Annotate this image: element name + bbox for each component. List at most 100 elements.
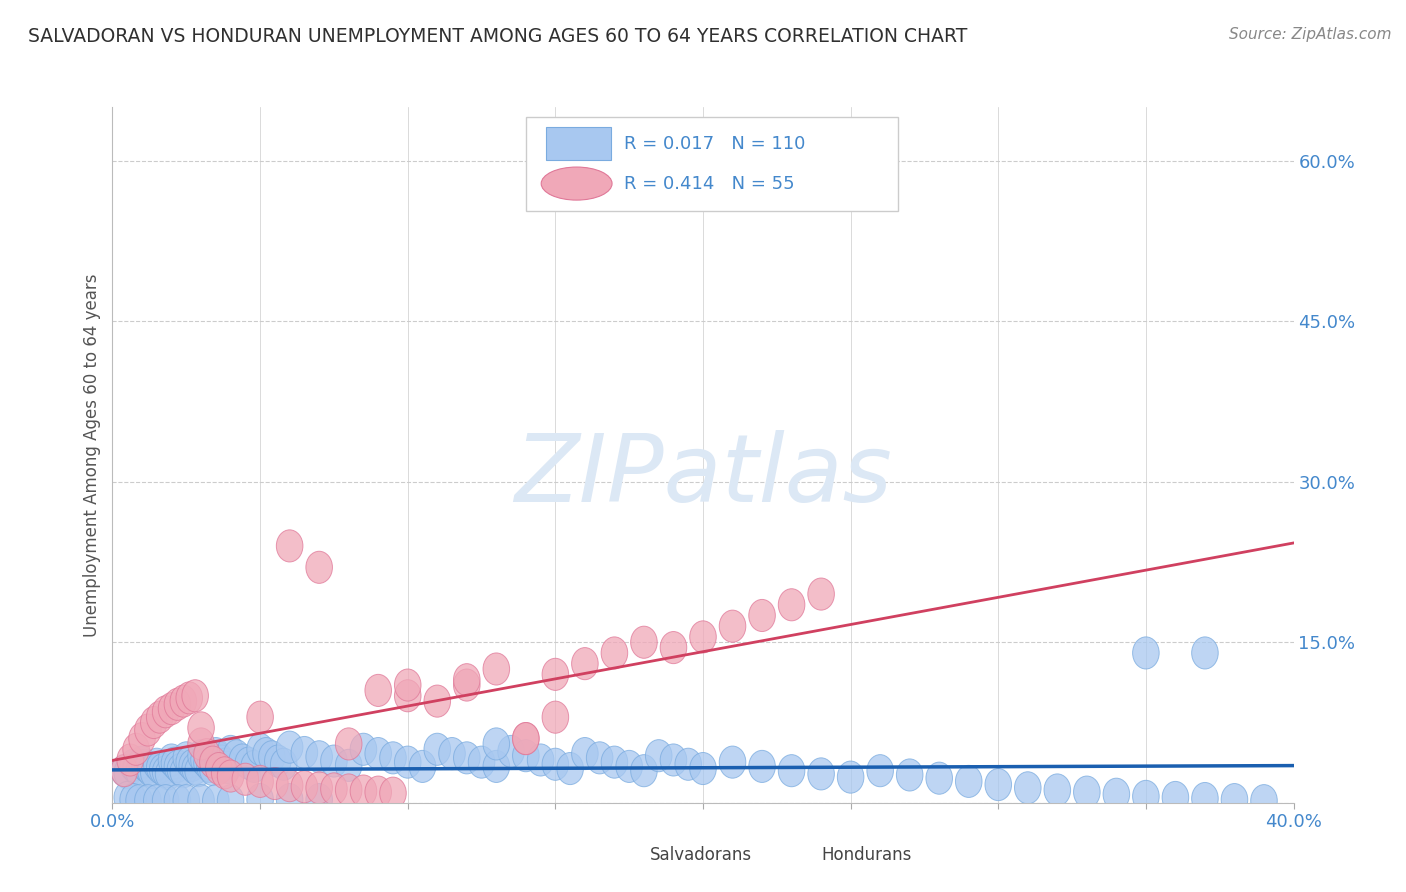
Ellipse shape [543, 748, 568, 780]
Ellipse shape [498, 735, 524, 767]
Ellipse shape [1163, 781, 1188, 814]
Ellipse shape [159, 692, 184, 724]
Ellipse shape [380, 742, 406, 774]
FancyBboxPatch shape [526, 118, 898, 211]
Ellipse shape [181, 753, 208, 785]
Ellipse shape [176, 681, 202, 714]
Ellipse shape [135, 714, 162, 746]
Ellipse shape [152, 756, 179, 788]
Ellipse shape [120, 749, 146, 781]
Ellipse shape [194, 739, 221, 771]
Ellipse shape [572, 738, 598, 770]
Ellipse shape [838, 761, 863, 793]
Ellipse shape [247, 765, 273, 797]
Ellipse shape [214, 751, 240, 783]
Ellipse shape [513, 723, 538, 755]
Ellipse shape [1192, 782, 1218, 814]
Ellipse shape [176, 746, 202, 778]
Ellipse shape [291, 771, 318, 803]
Ellipse shape [454, 742, 479, 774]
Ellipse shape [132, 749, 159, 781]
Ellipse shape [366, 738, 391, 770]
Ellipse shape [690, 753, 716, 785]
Ellipse shape [218, 760, 243, 792]
Text: Hondurans: Hondurans [821, 846, 911, 864]
Ellipse shape [122, 733, 149, 765]
Ellipse shape [146, 701, 173, 733]
Ellipse shape [179, 749, 205, 781]
Ellipse shape [336, 749, 361, 781]
Ellipse shape [395, 680, 420, 712]
Ellipse shape [1045, 774, 1070, 806]
Ellipse shape [808, 758, 834, 790]
Ellipse shape [661, 632, 686, 664]
Ellipse shape [307, 740, 332, 772]
Ellipse shape [690, 621, 716, 653]
Ellipse shape [200, 746, 226, 778]
Ellipse shape [229, 744, 256, 776]
Ellipse shape [143, 785, 170, 817]
Ellipse shape [197, 750, 224, 782]
Ellipse shape [152, 785, 179, 817]
Ellipse shape [586, 742, 613, 774]
Ellipse shape [208, 745, 235, 777]
Ellipse shape [277, 731, 302, 764]
Ellipse shape [350, 733, 377, 765]
Ellipse shape [543, 658, 568, 690]
Ellipse shape [366, 776, 391, 808]
Ellipse shape [247, 783, 273, 815]
Ellipse shape [170, 685, 197, 717]
Text: R = 0.017   N = 110: R = 0.017 N = 110 [624, 135, 806, 153]
Ellipse shape [468, 746, 495, 778]
Ellipse shape [143, 748, 170, 780]
Ellipse shape [557, 753, 583, 785]
Ellipse shape [211, 756, 238, 789]
Ellipse shape [1133, 780, 1159, 813]
Ellipse shape [513, 739, 538, 772]
Ellipse shape [135, 751, 162, 783]
Ellipse shape [572, 648, 598, 680]
Ellipse shape [350, 775, 377, 807]
Ellipse shape [218, 735, 243, 767]
Ellipse shape [188, 728, 214, 760]
Ellipse shape [395, 669, 420, 701]
Ellipse shape [307, 551, 332, 583]
Ellipse shape [366, 674, 391, 706]
Ellipse shape [162, 747, 188, 780]
Ellipse shape [173, 742, 200, 774]
Ellipse shape [897, 759, 922, 791]
Ellipse shape [188, 785, 214, 817]
Ellipse shape [454, 669, 479, 701]
Ellipse shape [188, 712, 214, 744]
Ellipse shape [808, 578, 834, 610]
Ellipse shape [165, 785, 191, 817]
Ellipse shape [1222, 783, 1247, 815]
Text: R = 0.414   N = 55: R = 0.414 N = 55 [624, 175, 794, 193]
Ellipse shape [1251, 785, 1277, 817]
Ellipse shape [165, 689, 191, 721]
Ellipse shape [117, 744, 143, 776]
Ellipse shape [152, 696, 179, 728]
Ellipse shape [146, 751, 173, 783]
Ellipse shape [122, 753, 149, 785]
Ellipse shape [513, 723, 538, 755]
Ellipse shape [321, 745, 347, 777]
Ellipse shape [149, 754, 176, 786]
Ellipse shape [135, 785, 162, 817]
Ellipse shape [1192, 637, 1218, 669]
Ellipse shape [277, 783, 302, 815]
Ellipse shape [543, 701, 568, 733]
Ellipse shape [787, 841, 808, 869]
Ellipse shape [262, 767, 288, 799]
Ellipse shape [235, 747, 262, 780]
Ellipse shape [645, 739, 672, 772]
Ellipse shape [277, 770, 302, 802]
Ellipse shape [409, 750, 436, 782]
Text: SALVADORAN VS HONDURAN UNEMPLOYMENT AMONG AGES 60 TO 64 YEARS CORRELATION CHART: SALVADORAN VS HONDURAN UNEMPLOYMENT AMON… [28, 27, 967, 45]
FancyBboxPatch shape [546, 127, 610, 160]
Ellipse shape [425, 685, 450, 717]
Ellipse shape [181, 680, 208, 712]
Ellipse shape [200, 754, 226, 786]
Ellipse shape [307, 783, 332, 815]
Ellipse shape [224, 739, 250, 772]
